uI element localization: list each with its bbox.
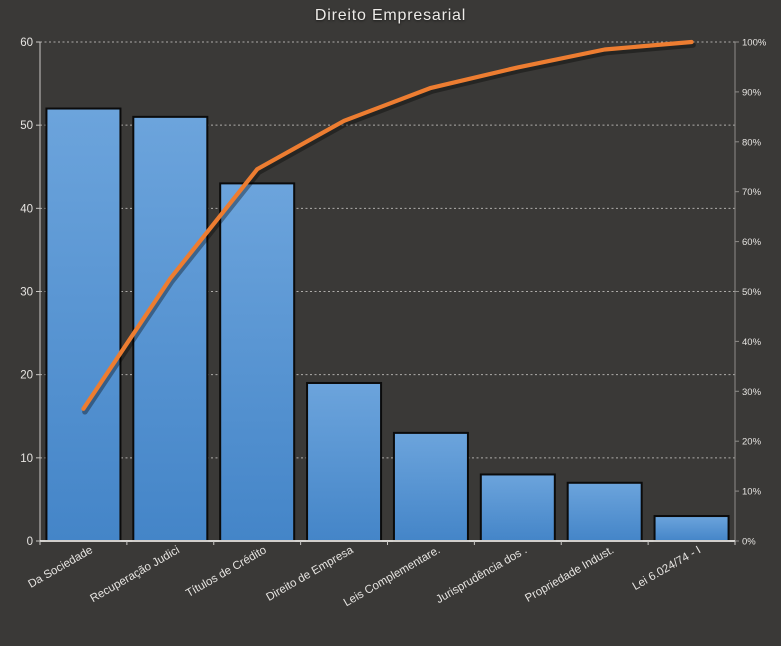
chart-title: Direito Empresarial <box>314 7 467 24</box>
right-axis-tick-label: 40% <box>742 337 762 348</box>
category-label: Da Sociedade <box>26 544 95 591</box>
bar-8 <box>653 515 730 542</box>
right-axis-tick-label: 80% <box>742 137 762 148</box>
category-label: Propriedade Indust. <box>523 544 616 605</box>
bar-4 <box>306 381 383 542</box>
left-axis-tick-label: 40 <box>20 203 33 215</box>
bar-1 <box>45 107 122 543</box>
left-axis-tick-label: 20 <box>20 370 33 382</box>
left-axis-tick-label: 60 <box>20 37 33 49</box>
right-axis-tick-label: 10% <box>742 487 762 498</box>
cumulative-line <box>81 39 694 411</box>
category-label: Jurisprudência dos . <box>434 544 529 606</box>
right-axis-tick-label: 0% <box>742 537 756 548</box>
right-axis-tick-label: 50% <box>742 287 762 298</box>
right-axis-tick-label: 90% <box>742 87 762 98</box>
bar-5 <box>392 431 469 542</box>
bar-2 <box>132 115 209 542</box>
category-label: Títulos de Crédito <box>184 544 269 600</box>
cumulative-line-shadow <box>82 42 696 415</box>
right-axis-tick-label: 60% <box>742 237 762 248</box>
category-label: Lei 6.024/74 - I <box>631 544 703 593</box>
category-label: Direito de Empresa <box>264 544 356 604</box>
left-axis-tick-label: 10 <box>20 453 33 465</box>
bar-6 <box>479 473 556 543</box>
bar-7 <box>566 481 643 542</box>
category-label: Leis Complementare. <box>342 544 443 609</box>
left-axis-tick-label: 30 <box>20 287 33 299</box>
bar-3 <box>219 182 296 542</box>
right-axis-tick-label: 100% <box>742 38 767 49</box>
category-label: Recuperação Judici <box>88 544 181 605</box>
left-axis-tick-label: 0 <box>27 536 33 548</box>
right-axis-tick-label: 70% <box>742 187 762 198</box>
right-axis-tick-label: 20% <box>742 437 762 448</box>
left-axis-tick-label: 50 <box>20 120 33 132</box>
right-axis-tick-label: 30% <box>742 387 762 398</box>
